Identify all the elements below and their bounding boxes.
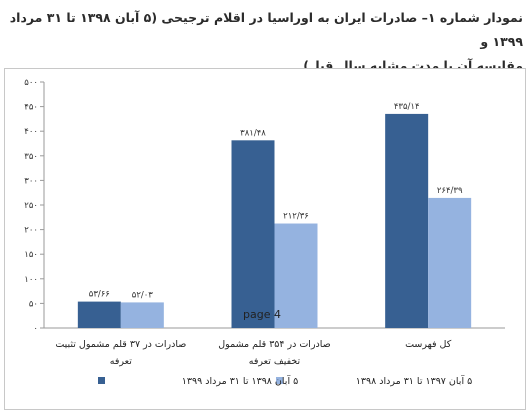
y-tick-label: ۲۵۰ — [24, 201, 38, 211]
x-category-label: کل فهرست — [405, 339, 452, 350]
data-label: ۵۳/۶۶ — [89, 290, 110, 300]
bar-series-2-cat-3 — [428, 197, 472, 328]
y-tick-label: ۳۰۰ — [24, 176, 38, 186]
chart-title: نمودار شماره ۱– صادرات ایران به اوراسیا … — [6, 6, 523, 78]
x-category-label: صادرات در ۳۵۴ قلم مشمول — [218, 339, 330, 350]
bar-series-2-cat-1 — [120, 302, 164, 328]
y-tick-label: ۴۰۰ — [24, 127, 38, 137]
data-label: ۲۱۲/۳۶ — [283, 212, 309, 222]
data-label: ۵۲/۰۳ — [132, 290, 154, 300]
y-tick-label: ۳۵۰ — [24, 152, 38, 162]
page-marker: page 4 — [243, 308, 281, 321]
bar-series-1-cat-3 — [385, 113, 429, 328]
y-tick-label: ۱۵۰ — [24, 250, 38, 260]
x-category-label: تخفیف تعرفه — [249, 356, 301, 367]
data-label: ۴۳۵/۱۴ — [394, 102, 420, 112]
y-tick-label: ۰ — [33, 324, 38, 334]
y-tick-label: ۴۵۰ — [24, 103, 38, 113]
bar-series-1-cat-1 — [77, 301, 121, 328]
title-line-1: نمودار شماره ۱– صادرات ایران به اوراسیا … — [9, 10, 523, 49]
y-tick-label: ۱۰۰ — [24, 275, 38, 285]
y-tick-label: ۵۰۰ — [24, 78, 38, 88]
legend-label: ۵ آبان ۱۳۹۸ تا ۳۱ مرداد ۱۳۹۹ — [182, 374, 298, 387]
bar-series-1-cat-2 — [231, 140, 275, 328]
legend-label: ۵ آبان ۱۳۹۷ تا ۳۱ مرداد ۱۳۹۸ — [356, 374, 472, 387]
data-label: ۳۸۱/۴۸ — [240, 128, 266, 138]
x-category-label: تعرفه — [110, 356, 132, 367]
y-tick-label: ۲۰۰ — [24, 226, 38, 236]
bar-series-2-cat-2 — [274, 223, 318, 328]
data-label: ۲۶۴/۳۹ — [437, 186, 463, 196]
y-tick-label: ۵۰ — [29, 299, 38, 309]
legend-swatch — [276, 377, 283, 384]
legend-swatch — [98, 377, 105, 384]
x-category-label: صادرات در ۳۷ قلم مشمول تثبیت — [55, 339, 186, 350]
